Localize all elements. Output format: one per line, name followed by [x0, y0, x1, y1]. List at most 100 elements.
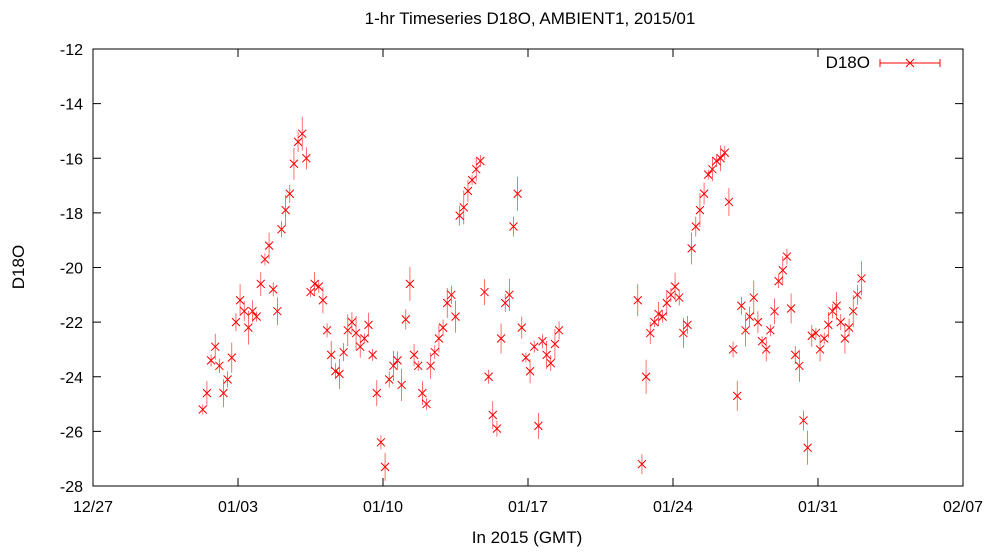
data-point: [828, 306, 837, 316]
data-point: [351, 328, 361, 338]
data-point: [355, 342, 365, 352]
data-point: [807, 331, 817, 341]
data-point: [505, 290, 514, 300]
data-point: [521, 353, 531, 362]
y-axis: -12 -14 -16 -18 -20 -22 -24 -26 -28: [60, 42, 963, 496]
data-point: [430, 347, 440, 357]
data-point: [840, 334, 850, 343]
data-point: [426, 361, 435, 371]
data-point: [252, 312, 261, 322]
data-point: [413, 361, 423, 371]
data-point: [235, 295, 245, 305]
data-point: [244, 323, 253, 332]
data-point: [496, 334, 506, 343]
data-point: [484, 372, 493, 382]
data-point: [260, 254, 270, 264]
data-point: [476, 156, 485, 166]
data-point: [331, 366, 340, 376]
data-point: [264, 241, 274, 251]
data-point: [471, 164, 481, 174]
data-point: [857, 274, 866, 283]
data-point: [749, 293, 759, 302]
data-point: [500, 298, 510, 308]
data-point: [529, 342, 539, 352]
data-point: [679, 328, 688, 338]
data-point: [720, 148, 730, 158]
data-point: [525, 366, 535, 376]
legend-label: D18O: [826, 53, 870, 72]
data-point: [832, 301, 841, 311]
data-point: [405, 279, 415, 289]
data-point: [786, 304, 796, 313]
data-point: [409, 350, 419, 360]
data-point: [637, 459, 647, 469]
data-point: [393, 356, 402, 365]
data-point: [654, 309, 663, 319]
data-point: [691, 222, 701, 231]
data-point: [633, 295, 643, 305]
data-point: [434, 334, 444, 343]
y-tick-label: -20: [60, 261, 83, 278]
data-point: [815, 345, 825, 354]
data-point: [215, 361, 224, 371]
data-point: [757, 336, 767, 346]
data-point: [326, 350, 336, 360]
data-point: [811, 328, 821, 338]
data-point: [761, 345, 771, 354]
y-tick-label: -12: [60, 42, 83, 59]
data-point: [699, 189, 709, 199]
data-point: [795, 361, 804, 371]
data-point: [542, 350, 551, 360]
data-point: [799, 416, 808, 425]
y-tick-label: -28: [60, 479, 83, 496]
data-point: [384, 375, 394, 384]
data-point: [844, 323, 854, 332]
data-point: [459, 203, 469, 212]
data-point: [790, 350, 800, 360]
y-tick-label: -18: [60, 206, 83, 223]
y-tick-label: -16: [60, 151, 83, 168]
data-point: [306, 287, 315, 297]
data-point: [778, 265, 788, 275]
data-point: [422, 399, 431, 409]
data-point: [770, 306, 779, 316]
chart-title: 1-hr Timeseries D18O, AMBIENT1, 2015/01: [365, 9, 696, 28]
y-axis-label: D18O: [9, 245, 28, 289]
data-point: [322, 325, 332, 335]
x-axis-label: In 2015 (GMT): [472, 528, 583, 547]
data-point: [712, 156, 721, 166]
data-point: [227, 353, 237, 362]
data-point: [397, 380, 406, 390]
data-point: [455, 211, 464, 220]
data-point: [223, 375, 232, 384]
data-point: [277, 224, 286, 234]
x-tick-label: 01/24: [653, 499, 693, 516]
data-point: [273, 306, 282, 316]
data-point: [198, 405, 208, 414]
x-tick-label: 01/17: [508, 499, 548, 516]
x-tick-label: 01/31: [798, 499, 838, 516]
data-point: [737, 301, 746, 311]
data-point: [782, 252, 792, 261]
data-point: [438, 323, 448, 332]
data-point: [774, 276, 783, 286]
data-point: [281, 205, 290, 215]
data-point: [741, 325, 750, 335]
plot-frame: [92, 48, 964, 487]
data-point: [513, 189, 522, 199]
data-point: [463, 186, 473, 196]
data-point: [550, 339, 560, 349]
data-point: [745, 312, 754, 322]
data-point: [372, 388, 382, 398]
y-tick-label: -24: [60, 370, 83, 387]
y-tick-label: -26: [60, 424, 83, 441]
data-point: [703, 170, 713, 179]
legend: D18O: [826, 53, 941, 72]
data-point: [368, 350, 377, 360]
data-point: [480, 287, 489, 297]
data-point: [683, 320, 692, 330]
data-point: [708, 164, 717, 174]
data-point: [256, 279, 266, 289]
data-point: [803, 443, 812, 453]
x-tick-label: 12/27: [73, 499, 113, 516]
